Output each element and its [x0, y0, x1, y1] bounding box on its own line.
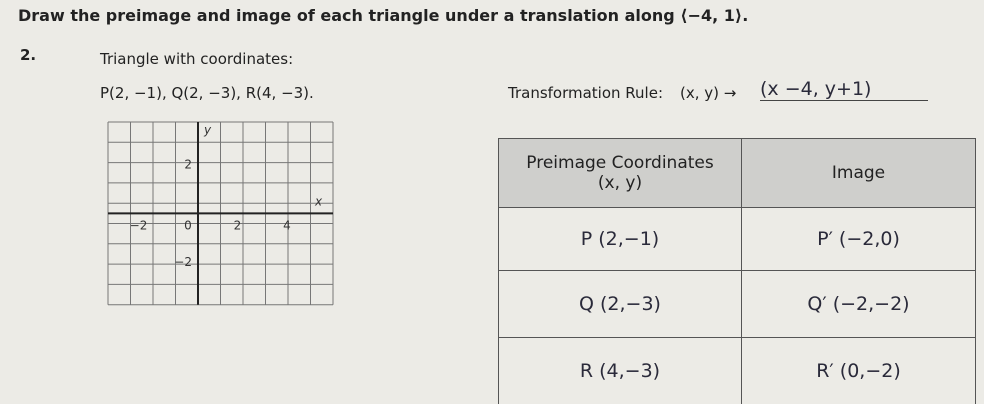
x-tick-label: −2 [130, 218, 148, 232]
description: Triangle with coordinates: [100, 50, 294, 68]
problem-number: 2. [20, 46, 37, 64]
coordinates: P(2, −1), Q(2, −3), R(4, −3). [100, 84, 314, 102]
instruction: Draw the preimage and image of each tria… [18, 6, 749, 25]
header-text: (x, y) [597, 173, 643, 193]
y-tick-label: 2 [184, 158, 192, 172]
header-text: Preimage Coordinates [526, 153, 714, 173]
cell: Q′ (−2,−2) [741, 270, 976, 338]
x-tick-label: 0 [184, 218, 192, 232]
axis-label: x [314, 194, 323, 208]
x-tick-label: 4 [283, 218, 291, 232]
axis-label: y [203, 123, 212, 137]
rule-label: Transformation Rule: [508, 84, 664, 102]
cell: Q (2,−3) [498, 270, 742, 338]
rule-input: (x, y) → [680, 84, 737, 102]
coordinates-table: Preimage Coordinates (x, y) Image P (2,−1… [498, 138, 976, 404]
header-row: Preimage Coordinates (x, y) Image [498, 138, 976, 208]
cell: P′ (−2,0) [741, 207, 976, 271]
cell: P (2,−1) [498, 207, 742, 271]
cell: R (4,−3) [498, 337, 742, 404]
x-tick-label: 2 [234, 218, 242, 232]
y-tick-label: −2 [174, 255, 192, 269]
header-cell: Preimage Coordinates (x, y) [498, 138, 742, 208]
rule-answer: (x −4, y+1) [760, 78, 928, 101]
header-cell: Image [741, 138, 976, 208]
cell: R′ (0,−2) [741, 337, 976, 404]
